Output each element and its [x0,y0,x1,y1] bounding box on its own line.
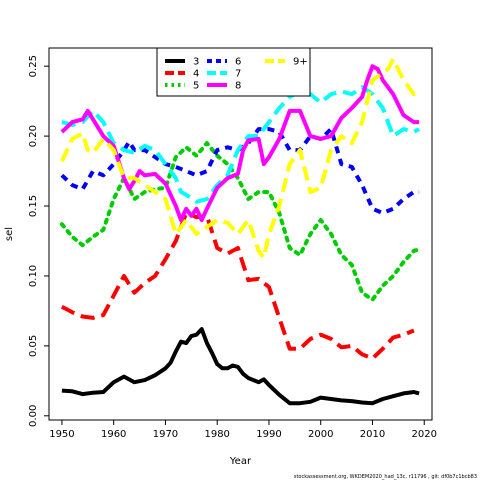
y-tick-label: 0.00 [28,405,39,427]
y-tick-label: 0.10 [28,265,39,287]
x-tick-label: 1980 [204,429,229,440]
legend-label: 7 [235,69,241,80]
y-tick-label: 0.20 [28,125,39,147]
series-line-7 [61,85,421,204]
legend-label: 3 [193,57,199,68]
series-layer [59,57,422,406]
x-tick-label: 1970 [153,429,178,440]
y-tick-label: 0.25 [28,55,39,77]
legend-box [156,47,311,97]
legend-label: 5 [193,81,199,92]
x-axis-label: Year [229,456,252,467]
legend-label: 4 [193,69,199,80]
y-tick-label: 0.15 [28,195,39,217]
series-line-8 [60,64,420,222]
legend-label: 8 [235,81,241,92]
x-tick-label: 2000 [308,429,333,440]
x-tick-label: 2020 [412,429,437,440]
x-tick-label: 1950 [49,429,74,440]
y-tick-label: 0.05 [28,335,39,357]
x-axis: 1950 1960 1970 1980 1990 2000 2010 2020 [49,420,437,440]
x-tick-label: 1960 [101,429,126,440]
series-line-3 [61,327,420,406]
legend: 345 678 9+ [156,47,311,97]
y-axis: 0.00 0.05 0.10 0.15 0.20 0.25 [28,55,49,427]
y-axis-label: sel [4,227,15,241]
x-tick-label: 1990 [256,429,281,440]
footnote: stockassessment.org, WKDEM2020_had_13c, … [294,474,477,480]
series-line-9plus [60,57,421,260]
series-line-4 [60,211,415,361]
series-line-5 [59,141,422,302]
legend-label: 6 [235,57,241,68]
x-tick-label: 2010 [360,429,385,440]
legend-label: 9+ [293,57,308,68]
